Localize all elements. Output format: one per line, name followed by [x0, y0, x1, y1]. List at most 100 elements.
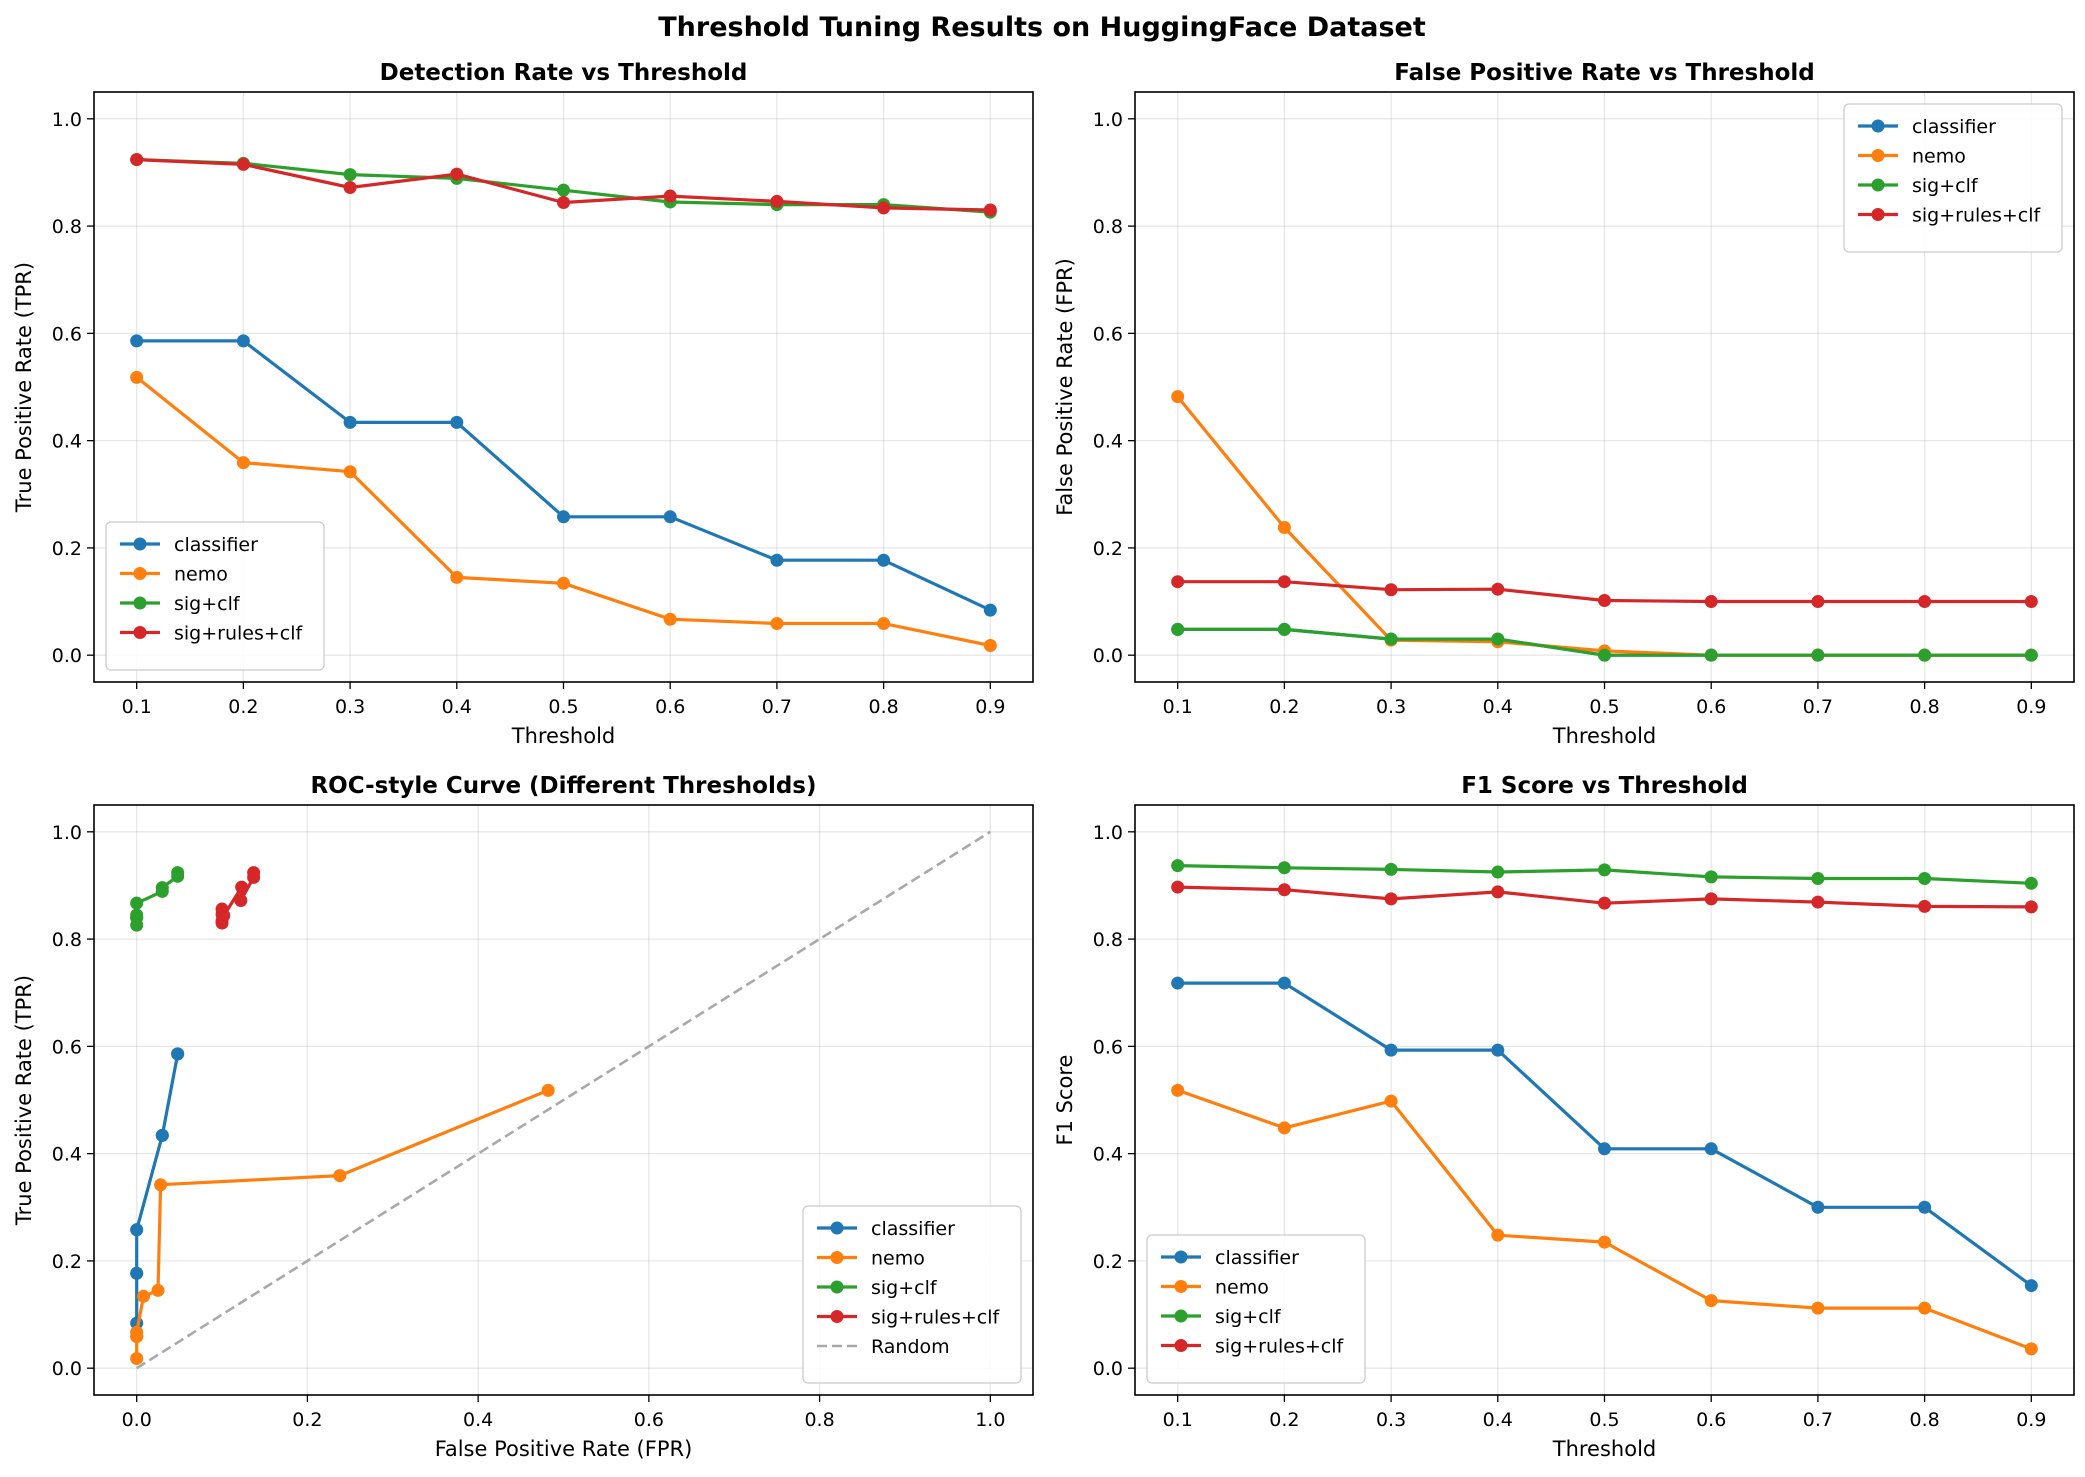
- data-point-sig-clf: [1918, 871, 1932, 885]
- data-point-sig-clf: [130, 896, 144, 910]
- y-tick-label: 0.6: [52, 1036, 82, 1058]
- legend-label-sig-rules-clf: sig+rules+clf: [1912, 205, 2042, 227]
- data-point-sig-rules-clf: [1491, 885, 1505, 899]
- chart-title: Detection Rate vs Threshold: [380, 60, 748, 86]
- y-tick-label: 0.6: [1093, 1036, 1123, 1058]
- x-tick-label: 0.9: [2016, 696, 2046, 718]
- data-point-sig-rules-clf: [1491, 582, 1505, 596]
- x-tick-label: 0.1: [122, 696, 152, 718]
- x-tick-label: 0.2: [228, 696, 258, 718]
- data-point-sig-rules-clf: [770, 194, 784, 208]
- data-point-sig-clf: [155, 884, 169, 898]
- legend-marker-sig-rules-clf: [830, 1310, 844, 1323]
- x-tick-label: 0.9: [975, 696, 1005, 718]
- data-point-nemo: [1811, 1301, 1825, 1315]
- data-point-classifier: [130, 1223, 144, 1237]
- data-point-sig-rules-clf: [663, 189, 677, 203]
- data-point-sig-rules-clf: [1811, 595, 1825, 609]
- legend-label-sig-rules-clf: sig+rules+clf: [1215, 1336, 1345, 1358]
- data-point-sig-clf: [1384, 862, 1398, 876]
- x-tick-label: 0.4: [1483, 1409, 1513, 1431]
- legend-label-random: Random: [871, 1336, 950, 1358]
- legend: classifier nemo sig+clf sig+rules+clf: [1146, 1234, 1366, 1384]
- x-tick-label: 0.2: [1269, 1409, 1299, 1431]
- y-axis-label: F1 Score: [1053, 1055, 1077, 1146]
- data-point-sig-clf: [1918, 648, 1932, 662]
- x-tick-label: 0.6: [634, 1409, 664, 1431]
- y-tick-label: 0.0: [1093, 645, 1123, 667]
- data-point-sig-clf: [1811, 648, 1825, 662]
- data-point-sig-rules-clf: [1277, 575, 1291, 589]
- legend-marker-classifier: [1871, 119, 1885, 133]
- x-tick-label: 0.7: [1803, 1409, 1833, 1431]
- y-tick-label: 0.4: [52, 431, 82, 453]
- x-tick-label: 0.7: [762, 696, 792, 718]
- data-point-nemo: [1171, 390, 1185, 404]
- legend-label-sig-rules-clf: sig+rules+clf: [871, 1307, 1001, 1329]
- legend-box: [1843, 103, 2063, 253]
- figure-suptitle: Threshold Tuning Results on HuggingFace …: [658, 12, 1426, 43]
- data-point-nemo: [236, 456, 250, 470]
- y-tick-label: 0.8: [52, 929, 82, 951]
- data-point-sig-rules-clf: [1811, 895, 1825, 909]
- data-point-sig-clf: [1171, 859, 1185, 873]
- data-point-nemo: [1704, 1294, 1718, 1308]
- y-tick-label: 1.0: [1093, 109, 1123, 131]
- legend-label-nemo: nemo: [1215, 1277, 1269, 1299]
- legend-label-nemo: nemo: [871, 1248, 925, 1270]
- x-tick-label: 0.9: [2016, 1409, 2046, 1431]
- y-tick-label: 0.8: [1093, 929, 1123, 951]
- legend-label-classifier: classifier: [1215, 1247, 1299, 1269]
- y-tick-label: 0.4: [1093, 1144, 1123, 1166]
- data-point-classifier: [1918, 1200, 1932, 1214]
- data-point-sig-rules-clf: [130, 153, 144, 167]
- data-point-nemo: [343, 465, 357, 479]
- legend-box: [105, 521, 325, 671]
- x-tick-label: 0.8: [1910, 696, 1940, 718]
- data-point-classifier: [1277, 976, 1291, 990]
- legend-label-sig-clf: sig+clf: [174, 593, 241, 615]
- x-tick-label: 0.8: [804, 1409, 834, 1431]
- data-point-sig-rules-clf: [1918, 595, 1932, 609]
- data-point-sig-rules-clf: [983, 203, 997, 217]
- data-point-classifier: [983, 603, 997, 617]
- data-point-nemo: [130, 370, 144, 384]
- data-point-classifier: [877, 553, 891, 567]
- y-axis-label: True Positive Rate (TPR): [12, 975, 36, 1226]
- data-point-nemo: [983, 639, 997, 653]
- data-point-sig-rules-clf: [234, 893, 248, 907]
- plot-frame: [1134, 91, 2075, 683]
- x-tick-label: 0.2: [1269, 696, 1299, 718]
- data-point-sig-clf: [1277, 861, 1291, 875]
- y-tick-label: 0.2: [1093, 1251, 1123, 1273]
- data-point-nemo: [2024, 1342, 2038, 1356]
- legend-box: [802, 1205, 1022, 1384]
- x-tick-label: 0.4: [463, 1409, 493, 1431]
- data-point-sig-rules-clf: [1171, 880, 1185, 894]
- data-point-sig-clf: [1598, 648, 1611, 662]
- data-point-sig-rules-clf: [1384, 583, 1398, 597]
- data-point-sig-clf: [1491, 865, 1505, 879]
- legend-label-classifier: classifier: [1912, 116, 1996, 138]
- y-tick-label: 0.6: [52, 323, 82, 345]
- x-tick-label: 0.5: [548, 696, 578, 718]
- data-point-sig-clf: [1704, 648, 1718, 662]
- data-point-sig-clf: [1704, 870, 1718, 884]
- legend: classifier nemo sig+clf sig+rules+clf Random: [802, 1205, 1022, 1384]
- data-point-sig-clf: [1171, 622, 1185, 636]
- y-axis-label: True Positive Rate (TPR): [12, 262, 36, 513]
- data-point-nemo: [130, 1330, 144, 1344]
- data-point-classifier: [1598, 1142, 1611, 1156]
- x-tick-label: 0.7: [1803, 696, 1833, 718]
- data-point-sig-clf: [1598, 863, 1611, 877]
- data-point-nemo: [1171, 1083, 1185, 1097]
- data-point-classifier: [1171, 976, 1185, 990]
- x-tick-label: 0.5: [1589, 1409, 1619, 1431]
- legend-box: [1146, 1234, 1366, 1384]
- plot-frame: [93, 91, 1034, 683]
- data-point-sig-clf: [1811, 871, 1825, 885]
- data-point-sig-clf: [557, 183, 570, 197]
- data-point-classifier: [1811, 1200, 1825, 1214]
- x-tick-label: 0.0: [122, 1409, 152, 1431]
